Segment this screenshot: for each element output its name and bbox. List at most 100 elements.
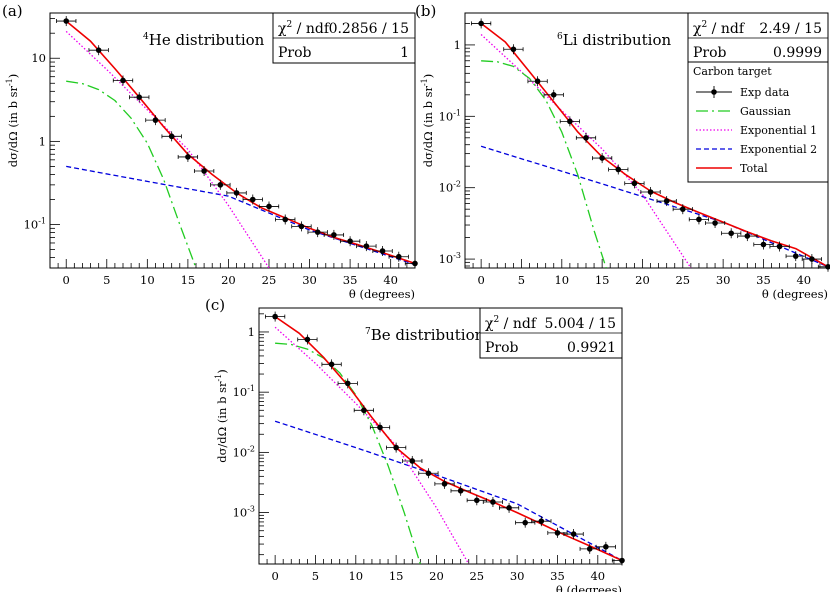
y-axis-label-sup: -1: [5, 78, 14, 86]
series-gaussian: [275, 342, 421, 564]
chi2-ndf-text: / ndf: [292, 21, 331, 37]
y-tick-base: 10: [439, 181, 454, 195]
legend-entry-exponential-2: Exponential 2: [740, 143, 817, 156]
data-point: [377, 424, 383, 431]
data-point: [63, 18, 70, 24]
chi2-value: 0.2856 / 15: [329, 21, 409, 37]
legend-entry-exponential-1: Exponential 1: [740, 124, 817, 137]
data-point: [792, 253, 799, 259]
y-tick-label: 1: [248, 325, 255, 339]
chi2-value: 2.49 / 15: [759, 21, 822, 37]
series-exponential-2: [480, 145, 828, 268]
data-point: [603, 544, 609, 550]
data-point: [363, 243, 370, 249]
data-point: [136, 94, 143, 100]
data-point: [272, 313, 278, 320]
panel-c: (c)0 5 10 15 20 25 30 35 40θ (degrees)10-310-210…: [205, 296, 625, 592]
y-axis-label-close: ): [421, 74, 435, 79]
nuclide-title-text: Be distribution: [371, 326, 485, 344]
data-point: [712, 220, 718, 226]
x-tick-label: 20: [635, 273, 650, 287]
data-point: [201, 168, 207, 174]
y-axis-label: dσ/dΩ (in b sr-1): [5, 74, 20, 168]
distribution-title: 6Li distribution: [557, 31, 671, 49]
x-tick-label: 15: [181, 273, 196, 287]
data-point: [538, 518, 545, 524]
y-tick-base: 1: [39, 134, 46, 148]
y-tick-exponent: -2: [453, 180, 461, 189]
prob-label: Prob: [485, 340, 519, 356]
prob-value: 1: [400, 45, 409, 61]
legend-entry-total: Total: [740, 162, 768, 175]
x-tick-label: 40: [796, 273, 811, 287]
y-axis-label-text: dσ/dΩ (in b sr: [6, 86, 20, 168]
chi2-ndf-text: / ndf: [499, 316, 538, 332]
nuclide-title-text: He distribution: [149, 31, 265, 49]
nuclide-mass-number: 4: [143, 32, 149, 42]
data-point: [825, 263, 830, 270]
y-tick-label: 10-3: [439, 251, 461, 266]
x-tick-label: 30: [510, 569, 525, 583]
series-exponential-1: [274, 326, 470, 564]
plot-frame: [49, 12, 416, 269]
x-tick-label: 0: [477, 273, 484, 287]
y-tick-label: 1: [39, 134, 46, 148]
series-gaussian: [481, 60, 607, 268]
chi2-symbol: χ: [693, 21, 702, 37]
chi2-label: χ2 / ndf: [693, 20, 746, 37]
data-point: [298, 223, 305, 230]
nuclide-mass-number: 7: [365, 327, 371, 337]
x-tick-label: 10: [140, 273, 155, 287]
prob-value: 0.9921: [567, 340, 616, 356]
y-axis-label: dσ/dΩ (in b sr-1): [214, 369, 229, 463]
panel-label: (a): [2, 2, 23, 20]
y-tick-exponent: -2: [247, 444, 255, 453]
data-point: [631, 180, 638, 187]
chi2-superscript: 2: [286, 20, 292, 30]
chi2-value: 5.004 / 15: [544, 316, 616, 332]
nuclide-title-text: Li distribution: [563, 31, 672, 49]
y-axis-label-text: dσ/dΩ (in b sr: [421, 86, 435, 168]
legend-entry-gaussian: Gaussian: [740, 105, 791, 118]
y-tick-label: 1: [454, 38, 461, 52]
x-tick-label: 35: [550, 569, 565, 583]
data-point: [522, 519, 528, 526]
exp-data-points: [471, 18, 830, 272]
panel-label: (b): [415, 2, 436, 20]
panel-b: (b)0 5 10 15 20 25 30 35 40θ (degrees)10-310-210…: [415, 2, 830, 301]
chi2-superscript: 2: [493, 315, 499, 325]
x-tick-label: 10: [348, 569, 363, 583]
distribution-title: 4He distribution: [143, 31, 265, 49]
series-exponential-2: [66, 165, 415, 266]
data-point: [266, 203, 272, 210]
data-point: [478, 20, 484, 27]
y-axis-label-close: ): [6, 74, 20, 79]
x-tick-label: 35: [756, 273, 771, 287]
y-tick-exponent: -1: [38, 217, 46, 226]
y-tick-label: 10-3: [233, 505, 255, 520]
series-exponential-2: [274, 420, 622, 562]
y-tick-base: 1: [454, 38, 461, 52]
y-tick-label: 10: [31, 51, 46, 65]
chi2-symbol: χ: [278, 21, 287, 37]
y-tick-base: 10: [233, 445, 248, 459]
data-point: [361, 407, 367, 414]
x-tick-label: 0: [63, 273, 70, 287]
data-point: [744, 233, 751, 239]
y-tick-base: 1: [248, 325, 255, 339]
legend-box: [687, 61, 829, 183]
y-tick-exponent: -1: [247, 384, 255, 393]
data-point: [314, 229, 321, 235]
data-point: [344, 380, 351, 387]
y-tick-base: 10: [233, 385, 248, 399]
exp-data-points: [265, 311, 625, 566]
y-tick-label: 10-1: [233, 384, 255, 399]
prob-label: Prob: [278, 45, 312, 61]
chi2-superscript: 2: [701, 20, 707, 30]
y-tick-base: 10: [233, 506, 248, 520]
data-point: [586, 546, 593, 552]
data-point: [395, 253, 402, 260]
x-axis-label: θ (degrees): [349, 287, 415, 301]
data-point: [599, 155, 605, 161]
x-tick-label: 15: [389, 569, 404, 583]
